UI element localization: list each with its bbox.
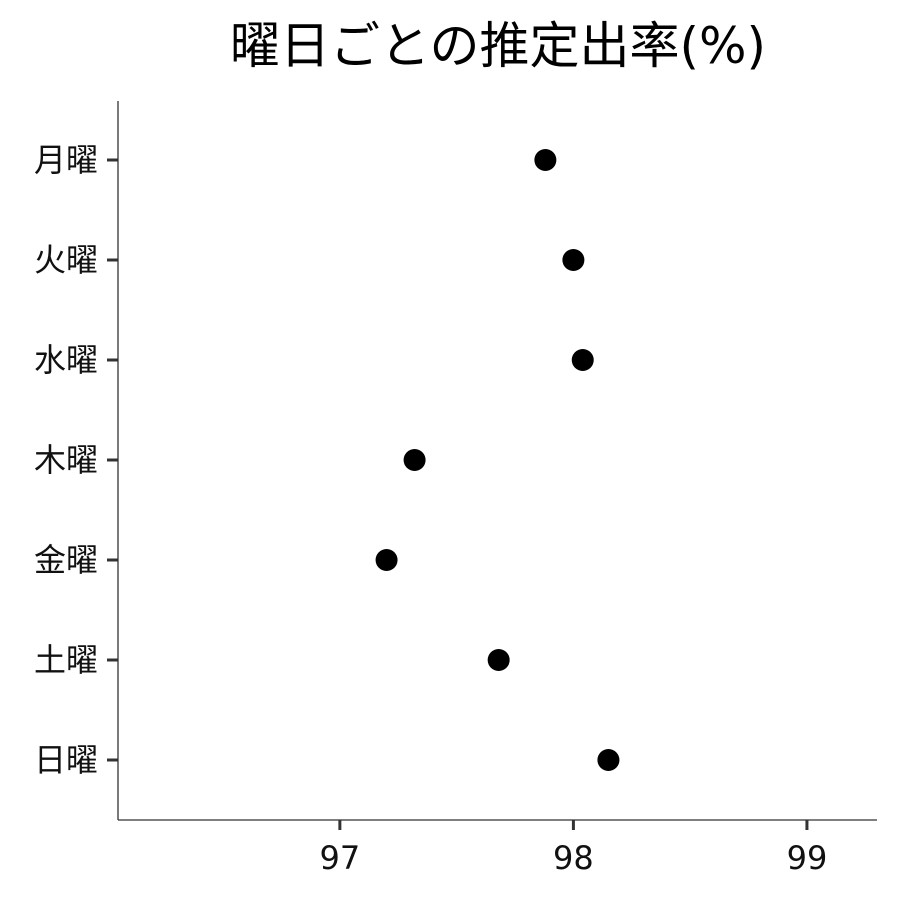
y-tick-label: 土曜 <box>34 641 98 679</box>
data-point <box>562 249 585 271</box>
data-points <box>375 149 620 771</box>
x-tick-label: 98 <box>553 839 594 877</box>
y-tick-label: 火曜 <box>34 241 98 279</box>
x-tick-label: 97 <box>320 839 361 877</box>
x-axis: 97 98 99 <box>320 820 828 877</box>
data-point <box>487 649 510 671</box>
x-tick-label: 99 <box>787 839 828 877</box>
data-point <box>375 549 398 571</box>
data-point <box>571 349 594 371</box>
y-tick-label: 金曜 <box>34 541 98 579</box>
data-point <box>534 149 557 171</box>
data-point <box>403 449 426 471</box>
chart-title: 曜日ごとの推定出率(%) <box>230 17 766 75</box>
y-tick-label: 日曜 <box>34 741 98 779</box>
y-tick-label: 木曜 <box>34 441 98 479</box>
data-point <box>597 749 620 771</box>
y-tick-label: 水曜 <box>34 341 98 379</box>
y-tick-label: 月曜 <box>34 141 98 179</box>
